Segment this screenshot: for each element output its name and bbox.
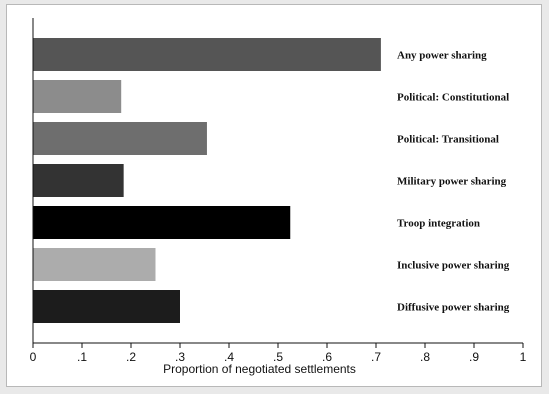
category-label: Diffusive power sharing	[397, 302, 510, 314]
bar-political-constitutional	[33, 80, 122, 113]
x-tick-label: .9	[469, 350, 479, 364]
x-tick-label: .3	[175, 350, 185, 364]
x-tick-label: 0	[30, 350, 37, 364]
category-label: Inclusive power sharing	[397, 260, 510, 272]
bar-military-power-sharing	[33, 164, 124, 197]
x-tick-label: .7	[371, 350, 381, 364]
bars-group	[33, 38, 381, 323]
x-tick-label: .2	[126, 350, 136, 364]
category-labels-group: Any power sharing Political: Constitution…	[397, 50, 510, 314]
x-tick-label: 1	[520, 350, 527, 364]
x-tick-label: .8	[420, 350, 430, 364]
x-ticks-group: 0 .1 .2 .3 .4 .5 .6 .7 .8 .9 1	[30, 343, 527, 364]
x-tick-label: .5	[273, 350, 283, 364]
category-label: Military power sharing	[397, 176, 507, 188]
bar-diffusive-power-sharing	[33, 290, 180, 323]
category-label: Any power sharing	[397, 50, 487, 62]
x-tick-label: .4	[224, 350, 234, 364]
category-label: Political: Transitional	[397, 134, 499, 146]
bar-troop-integration	[33, 206, 291, 239]
x-tick-label: .1	[77, 350, 87, 364]
category-label: Political: Constitutional	[397, 92, 509, 104]
bar-political-transitional	[33, 122, 207, 155]
x-tick-label: .6	[322, 350, 332, 364]
bar-inclusive-power-sharing	[33, 248, 156, 281]
category-label: Troop integration	[397, 218, 480, 230]
x-axis-title: Proportion of negotiated settlements	[163, 362, 356, 376]
bar-any-power-sharing	[33, 38, 381, 71]
